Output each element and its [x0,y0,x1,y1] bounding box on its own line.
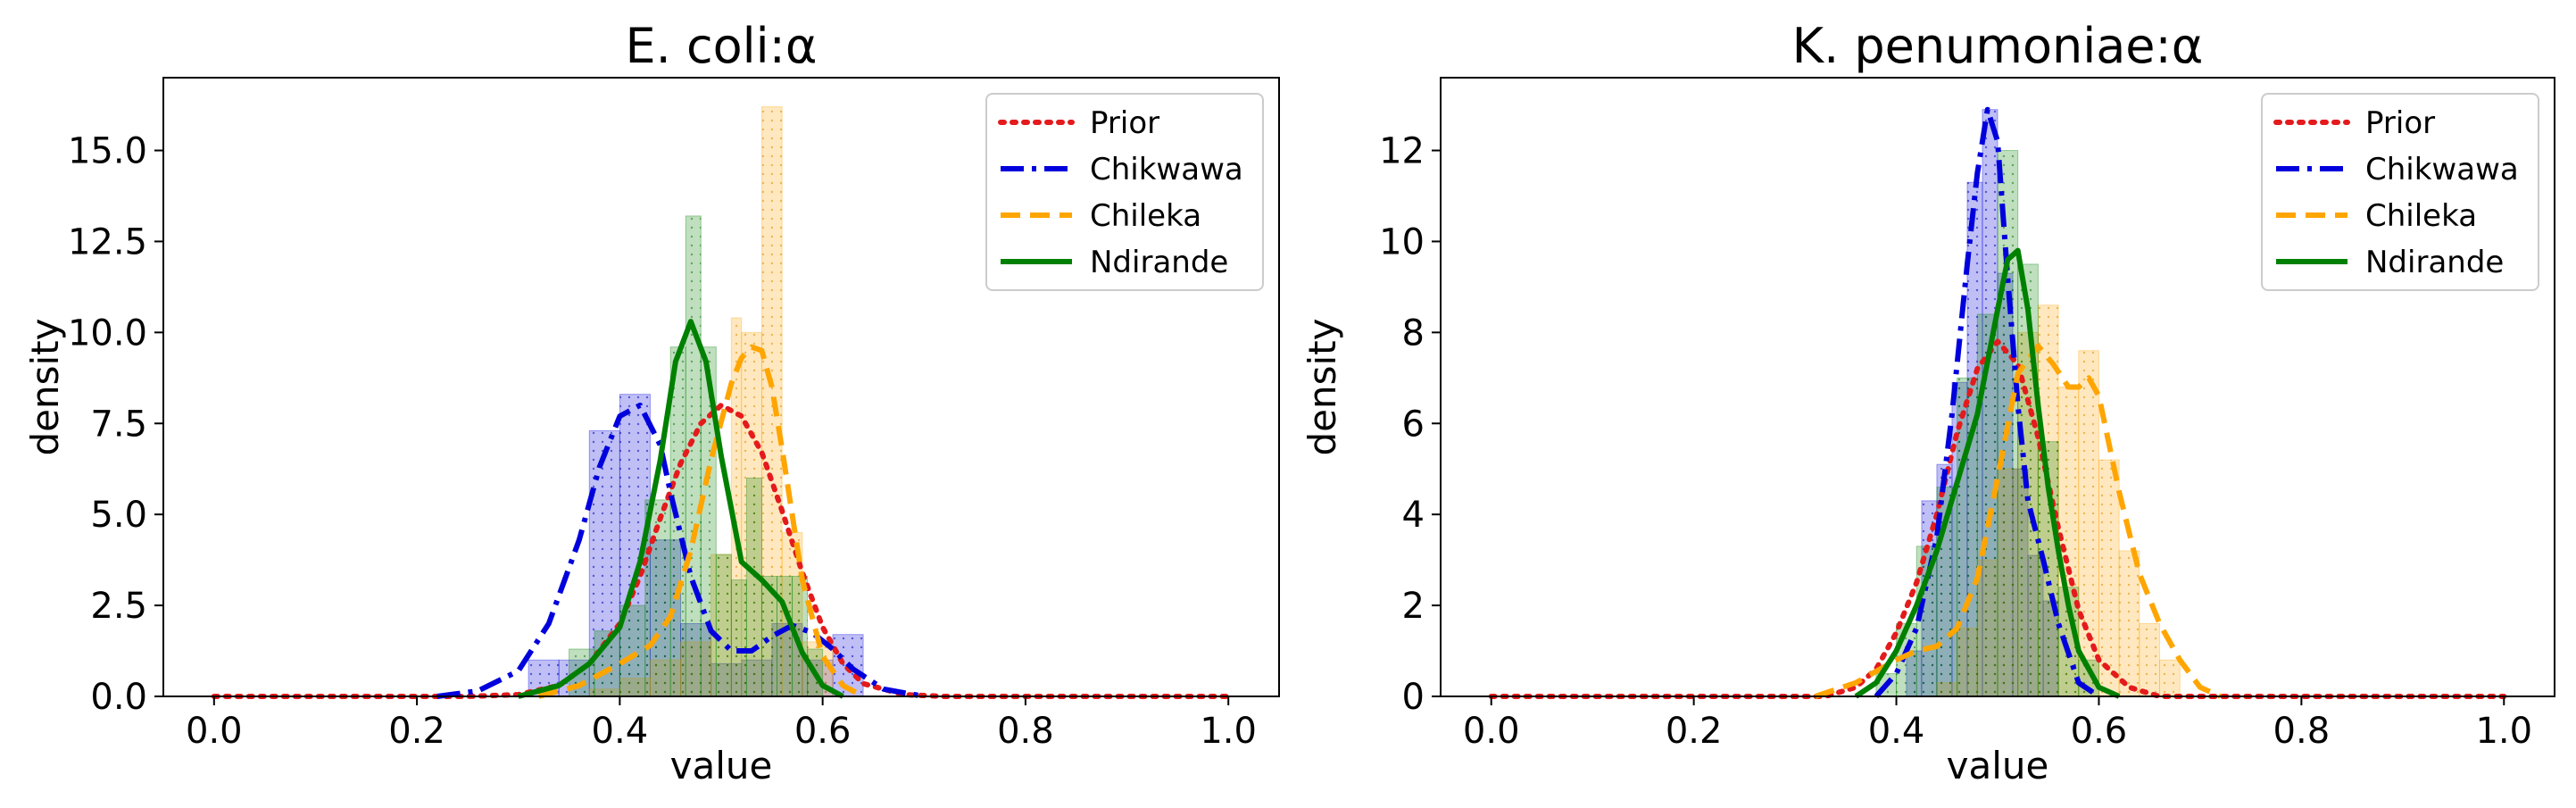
legend-box [2261,93,2539,291]
histogram-bar-hatch [746,478,762,696]
x-tick-label: 0.4 [592,711,649,752]
y-tick-label: 15.0 [68,131,147,172]
legend-entry: Prior [1090,105,1159,141]
x-tick-label: 0.8 [2273,711,2331,752]
histogram-bar-hatch [761,576,777,696]
histogram-bar-hatch [716,554,732,696]
x-tick-label: 1.0 [1200,711,1257,752]
legend-entry: Chikwawa [2365,152,2519,187]
y-tick-label: 12.5 [68,221,147,262]
y-tick-label: 0.0 [90,677,147,718]
x-axis-label: value [670,744,773,787]
histogram-bar-hatch [1916,546,1937,696]
y-axis-label: density [23,319,67,456]
chart-panel-1: 0.0 0.2 0.4 0.6 0.8 1.0 0.0 2.5 5.0 7.5 10.0 12.5 15… [23,18,1280,787]
x-axis-label: value [1947,744,2049,787]
legend: Prior Chikwawa Chileka Ndirande [2261,93,2539,291]
legend: Prior Chikwawa Chileka Ndirande [985,93,1264,291]
y-tick-label: 6 [1402,404,1425,445]
histogram-bar-hatch [2159,660,2181,696]
legend-entry: Chikwawa [1090,152,1243,187]
histogram-bar-hatch [2119,550,2140,696]
histogram-bar-hatch [777,576,793,696]
histogram-bar-hatch [670,346,686,696]
legend-entry: Ndirande [2365,245,2504,280]
y-tick-label: 2 [1402,586,1425,627]
histogram-bar-hatch [2098,460,2120,696]
y-tick-label: 12 [1379,131,1425,172]
x-tick-label: 0.0 [186,711,243,752]
x-tick-label: 0.2 [1666,711,1723,752]
histogram-bars [528,106,864,697]
x-tick-label: 0.6 [794,711,852,752]
y-tick-label: 5.0 [90,495,147,536]
y-tick-label: 8 [1402,312,1425,354]
legend-entry: Chileka [2365,198,2477,234]
series-line-chikwawa [436,402,925,699]
x-tick-label: 1.0 [2475,711,2532,752]
chart-title: E. coli:α [626,18,818,74]
y-tick-label: 0 [1402,677,1425,718]
x-tick-label: 0.0 [1463,711,1520,752]
legend-entry: Chileka [1090,198,1201,234]
axes-frame [162,77,1280,697]
chart-title: K. penumoniae:α [1792,18,2204,74]
histogram-bar-hatch [2139,623,2160,696]
y-tick-label: 4 [1402,495,1425,536]
chart-panel-2: 0.0 0.2 0.4 0.6 0.8 1.0 0 2 4 6 8 10 12 K. penumoniae… [1300,18,2555,787]
histogram-bar-hatch [701,346,717,696]
axes-frame [1440,77,2555,697]
y-tick-label: 10 [1379,221,1425,262]
legend-box [985,93,1264,291]
y-axis-label: density [1300,319,1344,456]
series-line-chikwawa [1874,106,2101,699]
legend-entry: Prior [2365,105,2435,141]
histogram-bar-hatch [1977,313,1998,696]
histogram-bar-hatch [792,576,808,696]
histogram-bar-hatch [731,318,742,696]
histogram-bar-hatch [2078,350,2099,696]
histogram-bar-hatch [644,499,671,696]
legend-entry: Ndirande [1090,245,1228,280]
x-tick-label: 0.6 [2071,711,2128,752]
series-line-ndirande [517,319,844,699]
series-line-chileka [1814,343,2222,699]
y-tick-label: 10.0 [68,312,147,354]
x-tick-label: 0.4 [1868,711,1925,752]
y-tick-label: 2.5 [90,586,147,627]
series-line-ndirande [1854,247,2121,699]
histogram-bars [1875,109,2181,697]
x-tick-label: 0.8 [997,711,1054,752]
x-tick-label: 0.2 [388,711,445,752]
y-tick-label: 7.5 [90,404,147,445]
histogram-bar-hatch [731,579,747,696]
histogram-bar-hatch [686,215,702,696]
